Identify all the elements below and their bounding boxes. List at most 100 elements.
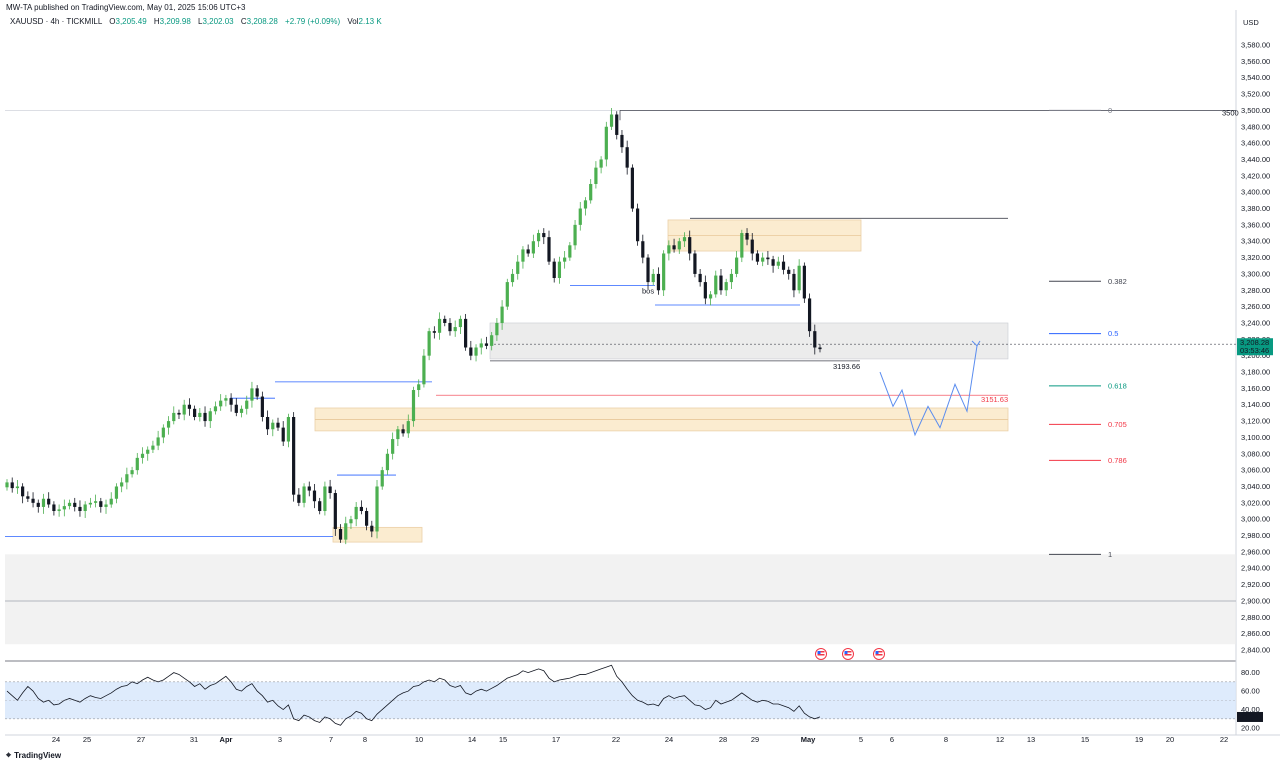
candle [766,251,770,265]
candle [526,244,530,257]
candle [391,432,395,460]
candle [307,481,311,497]
candle-body [568,245,572,258]
candle [625,140,629,175]
time-tick-label: 8 [944,735,948,744]
candle [359,500,363,515]
candle-body [792,273,796,291]
candle [417,379,421,397]
candle-body [344,523,348,540]
candle [41,493,46,514]
candle-body [474,347,478,356]
candle [750,233,754,261]
rsi-tick-label: 20.00 [1241,724,1260,733]
candle [338,524,343,543]
candle [635,203,640,246]
candle-body [479,343,483,348]
candle [437,312,442,340]
time-axis: 24 25 27 31 Apr 3 7 8 10 14 15 17 22 24 28 29 May 5 6 8 12 13… [52,735,1228,744]
candle [349,515,353,529]
candle-body [385,453,390,471]
candle-body [73,502,77,507]
candle [62,499,66,517]
candle [245,395,249,415]
candle-body [563,257,567,262]
candle [521,246,525,269]
price-tick-label: 3,320.00 [1241,253,1270,262]
candle-body [31,498,35,503]
candle-body [578,208,582,225]
time-tick-label: 10 [415,735,423,744]
tradingview-logo-icon: ⌖ [6,750,12,760]
candle-body [677,241,681,250]
candle-body [536,233,541,242]
candle [448,318,452,336]
candle-body [761,257,765,262]
candle-body [156,437,160,446]
candle-body [396,429,400,440]
candle [735,251,739,278]
candle [427,327,431,361]
candle-body [234,404,238,413]
candle [250,381,254,408]
price-tick-label: 3,040.00 [1241,482,1270,491]
candle [161,424,165,444]
candle-body [656,273,661,291]
candle [542,228,546,245]
candle-body [239,408,244,413]
candle [265,410,270,435]
price-tick-label: 3,120.00 [1241,417,1270,426]
rsi-tick-label: 40.00 [1241,705,1260,714]
candle-body [615,114,619,135]
candle-body [281,427,285,442]
candle [677,237,681,254]
candle-body [318,501,322,512]
candle-body [114,486,119,499]
candle [781,255,786,275]
candle [15,479,20,494]
candle [604,121,608,167]
price-tick-label: 3,540.00 [1241,73,1270,82]
edge-price-label: 3500 [1222,108,1239,117]
open-label: O [109,17,116,26]
candle [260,391,264,422]
candle [573,219,577,250]
candle-body [140,453,145,458]
flag-canton [844,651,848,654]
candle [761,252,765,267]
candle-body [203,412,207,422]
candle-body [807,298,812,332]
candle-body [328,486,332,494]
candle [583,197,588,216]
candle-body [193,408,197,417]
candle-body [297,494,301,503]
candle-body [292,416,296,495]
candle-body [453,327,457,332]
candle-body [771,259,775,266]
candle [396,425,400,447]
symbol-name[interactable]: XAUUSD · 4h · TICKMILL [10,17,103,26]
price-tick-label: 2,900.00 [1241,596,1270,605]
time-tick-label: 5 [859,735,863,744]
candle-body [338,529,343,540]
candle [693,250,697,278]
price-tick-label: 3,520.00 [1241,90,1270,99]
candle [609,107,614,131]
time-tick-label: 25 [83,735,91,744]
candle [135,452,139,475]
flag-stripe [875,654,883,656]
candle [385,448,390,475]
candle-body [729,273,734,283]
price-tick-label: 3,560.00 [1241,57,1270,66]
candle-body [505,282,509,307]
price-tick-label: 3,480.00 [1241,122,1270,131]
candle-body [594,167,598,184]
time-tick-label: 20 [1166,735,1174,744]
candle-body [787,269,791,274]
candle [67,499,72,510]
candle-body [635,208,640,242]
candle-body [21,486,25,497]
candle-body [464,318,468,348]
candle [667,240,671,261]
